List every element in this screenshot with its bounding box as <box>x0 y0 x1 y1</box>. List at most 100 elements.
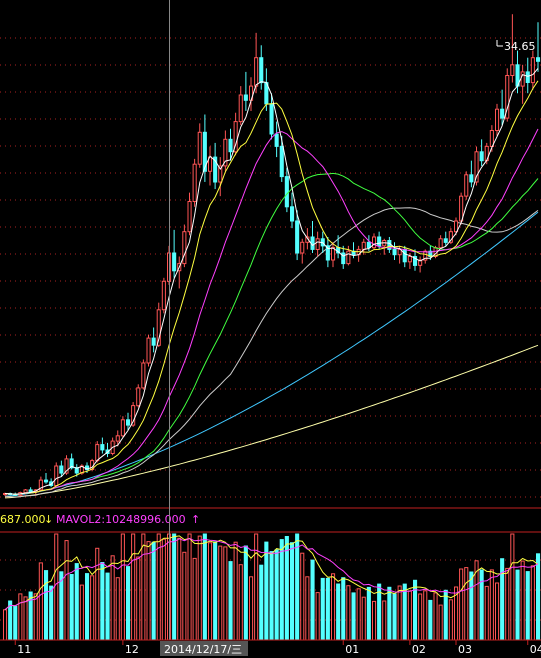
volume-bar <box>90 575 95 641</box>
volume-bar <box>249 576 254 641</box>
candle-body <box>300 241 305 254</box>
volume-bar <box>172 533 177 641</box>
candle-body <box>520 71 525 87</box>
candle-body <box>126 419 131 426</box>
ma-line-3 <box>4 128 539 495</box>
candle-body <box>474 151 479 183</box>
volume-bar <box>366 586 371 641</box>
volume-bar <box>392 593 397 641</box>
volume-bar <box>530 565 535 641</box>
volume-bar <box>238 564 243 641</box>
candle-body <box>115 435 120 442</box>
candle-body <box>233 121 238 153</box>
candle-body <box>469 174 474 183</box>
candle-body <box>459 195 464 222</box>
long-moving-averages <box>4 207 539 499</box>
candle-body <box>274 133 279 147</box>
candle-body <box>161 280 166 311</box>
volume-bar <box>243 545 248 641</box>
volume-bar <box>177 537 182 641</box>
volume-bar <box>115 577 120 641</box>
candle-body <box>500 108 505 119</box>
volume-bar <box>320 577 325 641</box>
volume-bar <box>85 573 90 641</box>
volume-bar <box>49 585 54 641</box>
volume-bar <box>208 542 213 641</box>
candle-body <box>259 57 264 84</box>
volume-bar <box>407 590 412 641</box>
volume-bar <box>505 567 510 641</box>
candle-body <box>290 206 295 222</box>
volume-bar <box>305 576 310 641</box>
candle-body <box>407 256 412 263</box>
volume-bar <box>197 535 202 641</box>
volume-bar <box>325 577 330 641</box>
candle-body <box>423 250 428 261</box>
ma-line-1 <box>4 67 539 495</box>
candle-body <box>479 151 484 162</box>
volume-bar <box>336 583 341 641</box>
candle-body <box>413 256 418 266</box>
price-grid <box>0 37 541 498</box>
candle-body <box>438 238 443 249</box>
volume-bar <box>428 599 433 641</box>
volume-bar <box>259 564 264 641</box>
candle-body <box>228 138 233 153</box>
volume-bar <box>74 563 79 641</box>
candle-body <box>464 174 469 197</box>
volume-bar <box>300 552 305 641</box>
candle-body <box>418 259 423 266</box>
volume-bar <box>13 605 18 641</box>
volume-bar <box>33 593 38 641</box>
candle-body <box>495 108 500 131</box>
candle-body <box>151 337 156 346</box>
max-price-pointer <box>496 40 503 47</box>
volume-bar <box>269 551 274 641</box>
volume-bar <box>418 593 423 641</box>
volume-bars <box>3 533 541 641</box>
candle-body <box>218 165 223 183</box>
volume-bar <box>274 549 279 641</box>
volume-bar <box>525 571 530 641</box>
volume-bar <box>223 546 228 641</box>
volume-bar <box>397 585 402 641</box>
volume-bar <box>315 592 320 641</box>
volume-bar <box>131 533 136 641</box>
volume-bar <box>136 556 141 641</box>
volume-bar <box>213 541 218 641</box>
mavol-down-arrow: ↓ <box>44 513 53 526</box>
candle-body <box>172 252 177 272</box>
volume-bar <box>187 533 192 641</box>
candle-body <box>23 489 28 494</box>
x-tick-label: 02 <box>412 643 426 656</box>
volume-bar <box>54 533 59 641</box>
candle-body <box>366 241 371 249</box>
volume-bar <box>372 600 377 641</box>
candle-body <box>372 236 377 249</box>
volume-bar <box>402 583 407 641</box>
volume-bar <box>64 540 69 641</box>
volume-bar <box>469 571 474 641</box>
candle-body <box>284 176 289 208</box>
volume-bar <box>536 553 541 641</box>
ma-line-7 <box>4 344 539 499</box>
candle-body <box>295 220 300 254</box>
volume-ma-1 <box>4 535 539 611</box>
volume-bar <box>433 592 438 641</box>
volume-bar <box>356 588 361 641</box>
candlesticks <box>3 14 541 497</box>
max-price-label: 34.65 <box>504 40 536 53</box>
candle-body <box>279 145 284 178</box>
volume-bar <box>310 559 315 641</box>
candle-body <box>510 64 515 77</box>
candle-body <box>346 250 351 265</box>
candle-body <box>341 252 346 265</box>
volume-bar <box>331 573 336 641</box>
candle-body <box>69 458 74 469</box>
volume-bar <box>146 541 151 641</box>
volume-bar <box>459 568 464 641</box>
crosshair-date: 2014/12/17/三 <box>164 643 242 656</box>
volume-bar <box>448 599 453 641</box>
volume-bar <box>295 533 300 641</box>
